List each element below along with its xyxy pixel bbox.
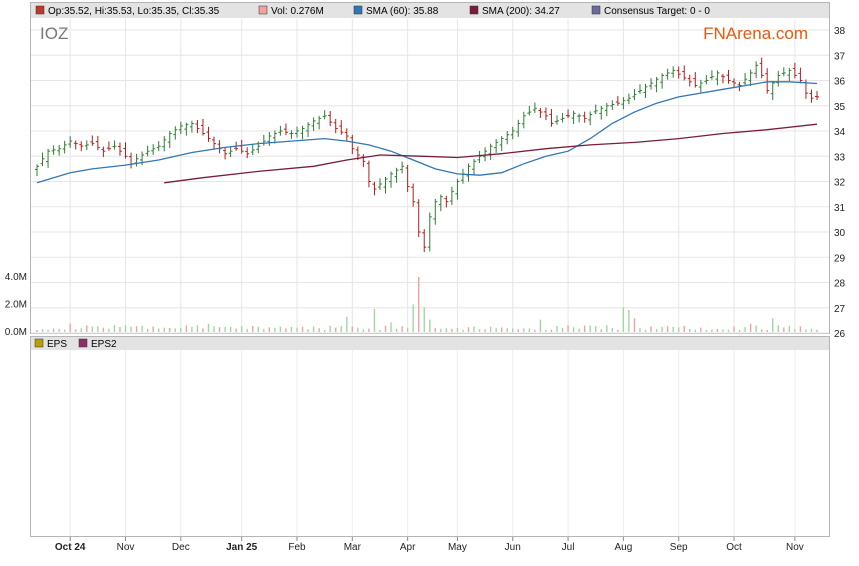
sma200-line (164, 123, 818, 184)
x-tick-label: Apr (400, 542, 416, 553)
x-tick-label: Jun (505, 542, 521, 553)
y-tick-label: 29 (834, 253, 846, 264)
legend-swatch (591, 5, 601, 15)
price-axis: 26 27 28 29 30 31 32 33 34 35 36 37 38 (834, 26, 846, 340)
x-tick-label: Sep (670, 542, 688, 553)
x-tick-label: Mar (344, 542, 362, 553)
eps-panel-border (30, 336, 830, 537)
ohlc-legend: Op:35.52, Hi:35.53, Lo:35.35, Cl:35.35 (35, 5, 220, 17)
x-tick-label: Jan 25 (226, 542, 258, 553)
volume-tick-label: 2.0M (5, 300, 27, 311)
legend-swatch (469, 5, 479, 15)
x-tick-label: Nov (117, 542, 135, 553)
y-tick-label: 30 (834, 228, 846, 239)
x-tick-label: Aug (614, 542, 632, 553)
legend-bar (31, 3, 829, 18)
x-tick-label: Nov (786, 542, 804, 553)
x-tick-label: May (448, 542, 467, 553)
y-tick-label: 31 (834, 203, 846, 214)
volume-legend: Vol: 0.276M (258, 5, 324, 17)
volume-bars (36, 277, 818, 332)
y-tick-label: 27 (834, 304, 846, 315)
y-tick-label: 38 (834, 26, 846, 37)
legend-swatch (34, 338, 44, 348)
legend-swatch (258, 5, 268, 15)
legend-sma60-text: SMA (60): 35.88 (366, 6, 439, 17)
y-tick-label: 35 (834, 102, 846, 113)
legend-consensus-text: Consensus Target: 0 - 0 (604, 6, 710, 17)
volume-axis: 0.0M 2.0M 4.0M (5, 272, 27, 338)
grid-lines (31, 19, 829, 536)
legend-volume-text: Vol: 0.276M (271, 6, 324, 17)
legend-swatch (35, 5, 45, 15)
legend-sma200-text: SMA (200): 34.27 (482, 6, 560, 17)
y-tick-label: 26 (834, 329, 846, 340)
x-tick-label: Jul (562, 542, 575, 553)
time-axis: Oct 24 Nov Dec Jan 25 Feb Mar Apr May Jun Jul Aug S… (55, 537, 804, 553)
x-tick-label: Oct (726, 542, 742, 553)
brand-logo: FNArena.com (703, 24, 808, 43)
y-tick-label: 34 (834, 127, 846, 138)
eps-legend-text: EPS (47, 339, 67, 350)
volume-tick-label: 0.0M (5, 327, 27, 338)
legend-ohlc-text: Op:35.52, Hi:35.53, Lo:35.35, Cl:35.35 (48, 6, 220, 17)
y-tick-label: 37 (834, 51, 846, 62)
consensus-legend: Consensus Target: 0 - 0 (591, 5, 710, 17)
eps2-legend-text: EPS2 (91, 339, 117, 350)
eps-legend-bar (31, 337, 829, 350)
x-axis-band (30, 537, 830, 557)
legend-swatch (353, 5, 363, 15)
y-tick-label: 33 (834, 152, 846, 163)
y-tick-label: 28 (834, 279, 846, 290)
legend-swatch (78, 338, 88, 348)
ticker-label: IOZ (40, 24, 68, 43)
sma60-legend: SMA (60): 35.88 (353, 5, 439, 17)
x-tick-label: Oct 24 (55, 542, 86, 553)
eps-legend: EPS EPS2 (34, 338, 117, 350)
y-tick-label: 36 (834, 77, 846, 88)
x-tick-label: Feb (288, 542, 306, 553)
y-tick-label: 32 (834, 178, 846, 189)
sma60-line (36, 81, 818, 184)
sma200-legend: SMA (200): 34.27 (469, 5, 560, 17)
volume-tick-label: 4.0M (5, 272, 27, 283)
x-tick-label: Dec (172, 542, 190, 553)
